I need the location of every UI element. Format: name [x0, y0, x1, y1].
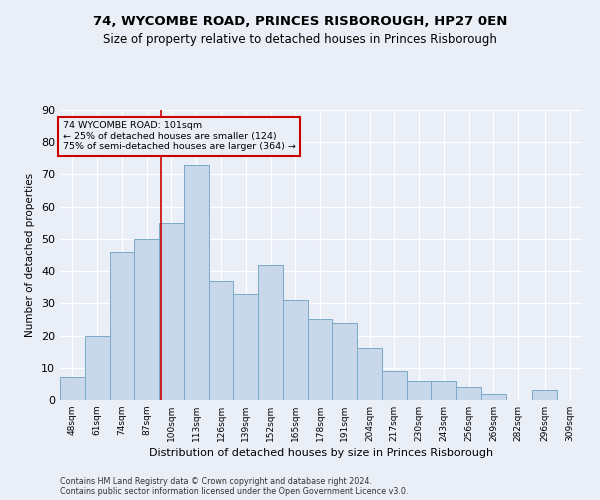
Text: Size of property relative to detached houses in Princes Risborough: Size of property relative to detached ho…: [103, 32, 497, 46]
Bar: [332, 322, 357, 400]
Bar: [134, 239, 159, 400]
Text: Contains HM Land Registry data © Crown copyright and database right 2024.: Contains HM Land Registry data © Crown c…: [60, 478, 372, 486]
Bar: [85, 336, 110, 400]
Bar: [283, 300, 308, 400]
Bar: [258, 264, 283, 400]
Bar: [407, 380, 431, 400]
X-axis label: Distribution of detached houses by size in Princes Risborough: Distribution of detached houses by size …: [149, 448, 493, 458]
Bar: [481, 394, 506, 400]
Bar: [431, 380, 456, 400]
Bar: [184, 165, 209, 400]
Bar: [456, 387, 481, 400]
Bar: [159, 223, 184, 400]
Bar: [382, 371, 407, 400]
Text: 74, WYCOMBE ROAD, PRINCES RISBOROUGH, HP27 0EN: 74, WYCOMBE ROAD, PRINCES RISBOROUGH, HP…: [93, 15, 507, 28]
Bar: [209, 281, 233, 400]
Bar: [308, 320, 332, 400]
Y-axis label: Number of detached properties: Number of detached properties: [25, 173, 35, 337]
Bar: [110, 252, 134, 400]
Bar: [532, 390, 557, 400]
Text: Contains public sector information licensed under the Open Government Licence v3: Contains public sector information licen…: [60, 488, 409, 496]
Bar: [60, 378, 85, 400]
Text: 74 WYCOMBE ROAD: 101sqm
← 25% of detached houses are smaller (124)
75% of semi-d: 74 WYCOMBE ROAD: 101sqm ← 25% of detache…: [63, 122, 296, 151]
Bar: [233, 294, 258, 400]
Bar: [357, 348, 382, 400]
